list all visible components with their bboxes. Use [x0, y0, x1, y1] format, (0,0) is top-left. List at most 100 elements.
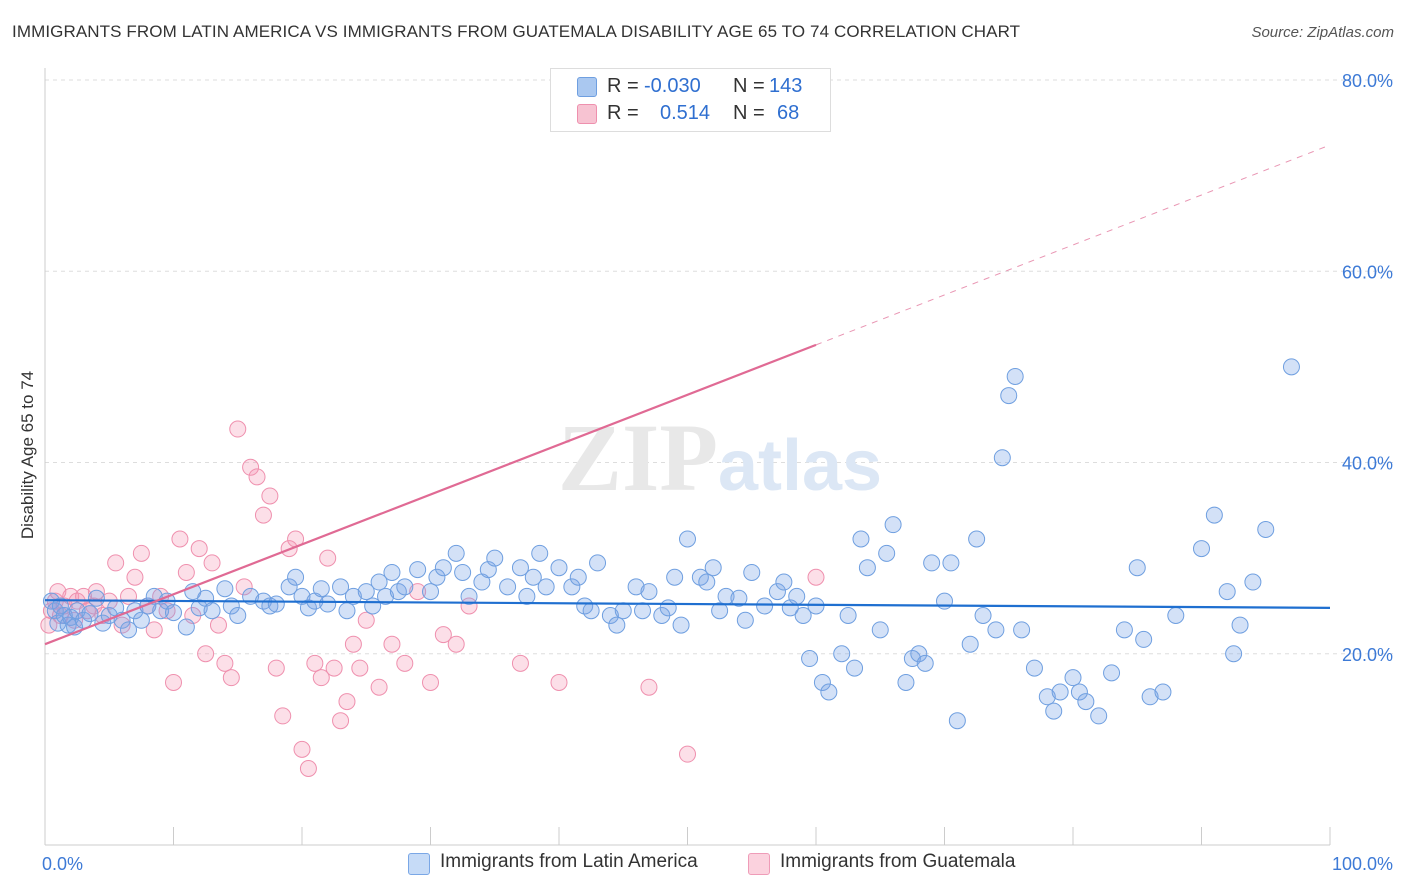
latin-america-point — [589, 554, 607, 572]
y-tick-label: 60.0% — [1342, 262, 1393, 282]
latin-america-point — [801, 650, 819, 668]
latin-america-point — [332, 578, 350, 596]
latin-america-point — [1013, 621, 1031, 639]
guatemala-point — [216, 654, 234, 672]
trend-line-latin-america — [44, 599, 1331, 609]
y-tick-label: 40.0% — [1342, 454, 1393, 474]
guatemala-point — [434, 626, 452, 644]
latin-america-point — [518, 587, 536, 605]
latin-america-point — [531, 544, 549, 562]
guatemala-point — [409, 583, 427, 601]
latin-america-point — [51, 597, 69, 615]
x-tick-label-max: 100.0% — [1332, 854, 1393, 874]
legend-n-label-1: N = — [733, 75, 765, 97]
latin-america-point — [409, 561, 427, 579]
guatemala-point — [261, 487, 279, 505]
guatemala-point — [171, 530, 189, 548]
latin-america-point — [447, 544, 465, 562]
latin-america-point — [1231, 616, 1249, 634]
latin-america-point — [383, 563, 401, 581]
latin-america-point — [743, 563, 761, 581]
latin-america-point — [711, 602, 729, 620]
guatemala-point — [422, 673, 439, 691]
latin-america-point — [299, 599, 317, 617]
x-tick-label-min: 0.0% — [42, 854, 83, 874]
latin-america-point — [267, 595, 285, 613]
latin-america-point — [1141, 688, 1159, 706]
latin-america-point — [68, 602, 86, 620]
latin-america-point — [524, 568, 542, 586]
latin-america-point — [736, 611, 754, 629]
latin-america-point — [897, 673, 915, 691]
latin-america-point — [537, 578, 555, 596]
guatemala-point — [158, 602, 176, 620]
latin-america-point — [357, 583, 375, 601]
guatemala-point — [248, 468, 266, 486]
trend-lines — [44, 144, 1331, 646]
guatemala-point — [338, 693, 356, 711]
latin-america-point — [1135, 630, 1153, 648]
guatemala-point — [209, 616, 227, 634]
legend-r-label-1: R = — [607, 75, 639, 97]
guatemala-point — [640, 678, 658, 696]
latin-america-point — [569, 568, 587, 586]
latin-america-point — [1193, 540, 1210, 558]
latin-america-point — [1205, 506, 1223, 524]
y-axis-label: Disability Age 65 to 74 — [18, 371, 37, 539]
latin-america-point — [486, 549, 504, 567]
guatemala-point — [351, 659, 369, 677]
latin-america-point — [46, 602, 64, 620]
latin-america-point — [614, 602, 632, 620]
guatemala-point — [299, 760, 317, 777]
latin-america-point — [550, 559, 568, 577]
latin-america-point — [788, 587, 806, 605]
latin-america-point — [775, 573, 793, 591]
guatemala-point — [120, 587, 138, 605]
tick-labels: 20.0% 40.0% 60.0% 80.0% 0.0% 100.0% — [42, 71, 1393, 874]
latin-america-point — [820, 683, 838, 701]
y-tick-label: 20.0% — [1342, 645, 1393, 665]
latin-america-point — [434, 559, 452, 577]
legend-n-value-2: 68 — [777, 102, 800, 124]
guatemala-point — [145, 621, 163, 639]
y-tick-label: 80.0% — [1342, 71, 1393, 91]
latin-america-point — [942, 554, 960, 572]
latin-america-point — [81, 605, 99, 623]
guatemala-point — [319, 549, 337, 567]
guatemala-point — [235, 578, 253, 596]
guatemala-point — [550, 673, 568, 691]
latin-america-point — [190, 599, 208, 617]
latin-america-point — [511, 559, 529, 577]
trend-line-guatemala-extension — [815, 144, 1331, 346]
latin-america-point — [704, 559, 722, 577]
latin-america-point — [1064, 669, 1082, 687]
latin-america-point — [627, 578, 645, 596]
latin-america-point — [987, 621, 1005, 639]
latin-america-point — [601, 607, 619, 624]
latin-america-point — [833, 645, 851, 663]
latin-america-point — [968, 530, 986, 548]
latin-america-point — [634, 602, 652, 620]
latin-america-point — [582, 602, 600, 620]
latin-america-point — [1038, 688, 1056, 706]
latin-america-point — [871, 621, 889, 639]
legend-swatch-pink — [577, 104, 597, 124]
latin-america-point — [858, 559, 876, 577]
chart-title: IMMIGRANTS FROM LATIN AMERICA VS IMMIGRA… — [12, 22, 1021, 41]
latin-america-point — [203, 602, 221, 620]
latin-america-point — [936, 592, 953, 610]
latin-america-point — [428, 568, 446, 586]
latin-america-point — [961, 635, 979, 653]
latin-america-point — [916, 654, 934, 672]
latin-america-point — [1225, 645, 1243, 663]
bottom-legend-guatemala: Immigrants from Guatemala — [780, 851, 1016, 872]
latin-america-point — [756, 597, 774, 615]
latin-america-point — [1167, 607, 1185, 624]
latin-america-point — [1025, 659, 1043, 677]
latin-america-point — [608, 616, 626, 634]
latin-america-point — [910, 645, 928, 663]
latin-america-point — [948, 712, 966, 730]
source-label: Source: ZipAtlas.com — [1251, 24, 1394, 41]
legend-r-label-2: R = — [607, 102, 639, 124]
